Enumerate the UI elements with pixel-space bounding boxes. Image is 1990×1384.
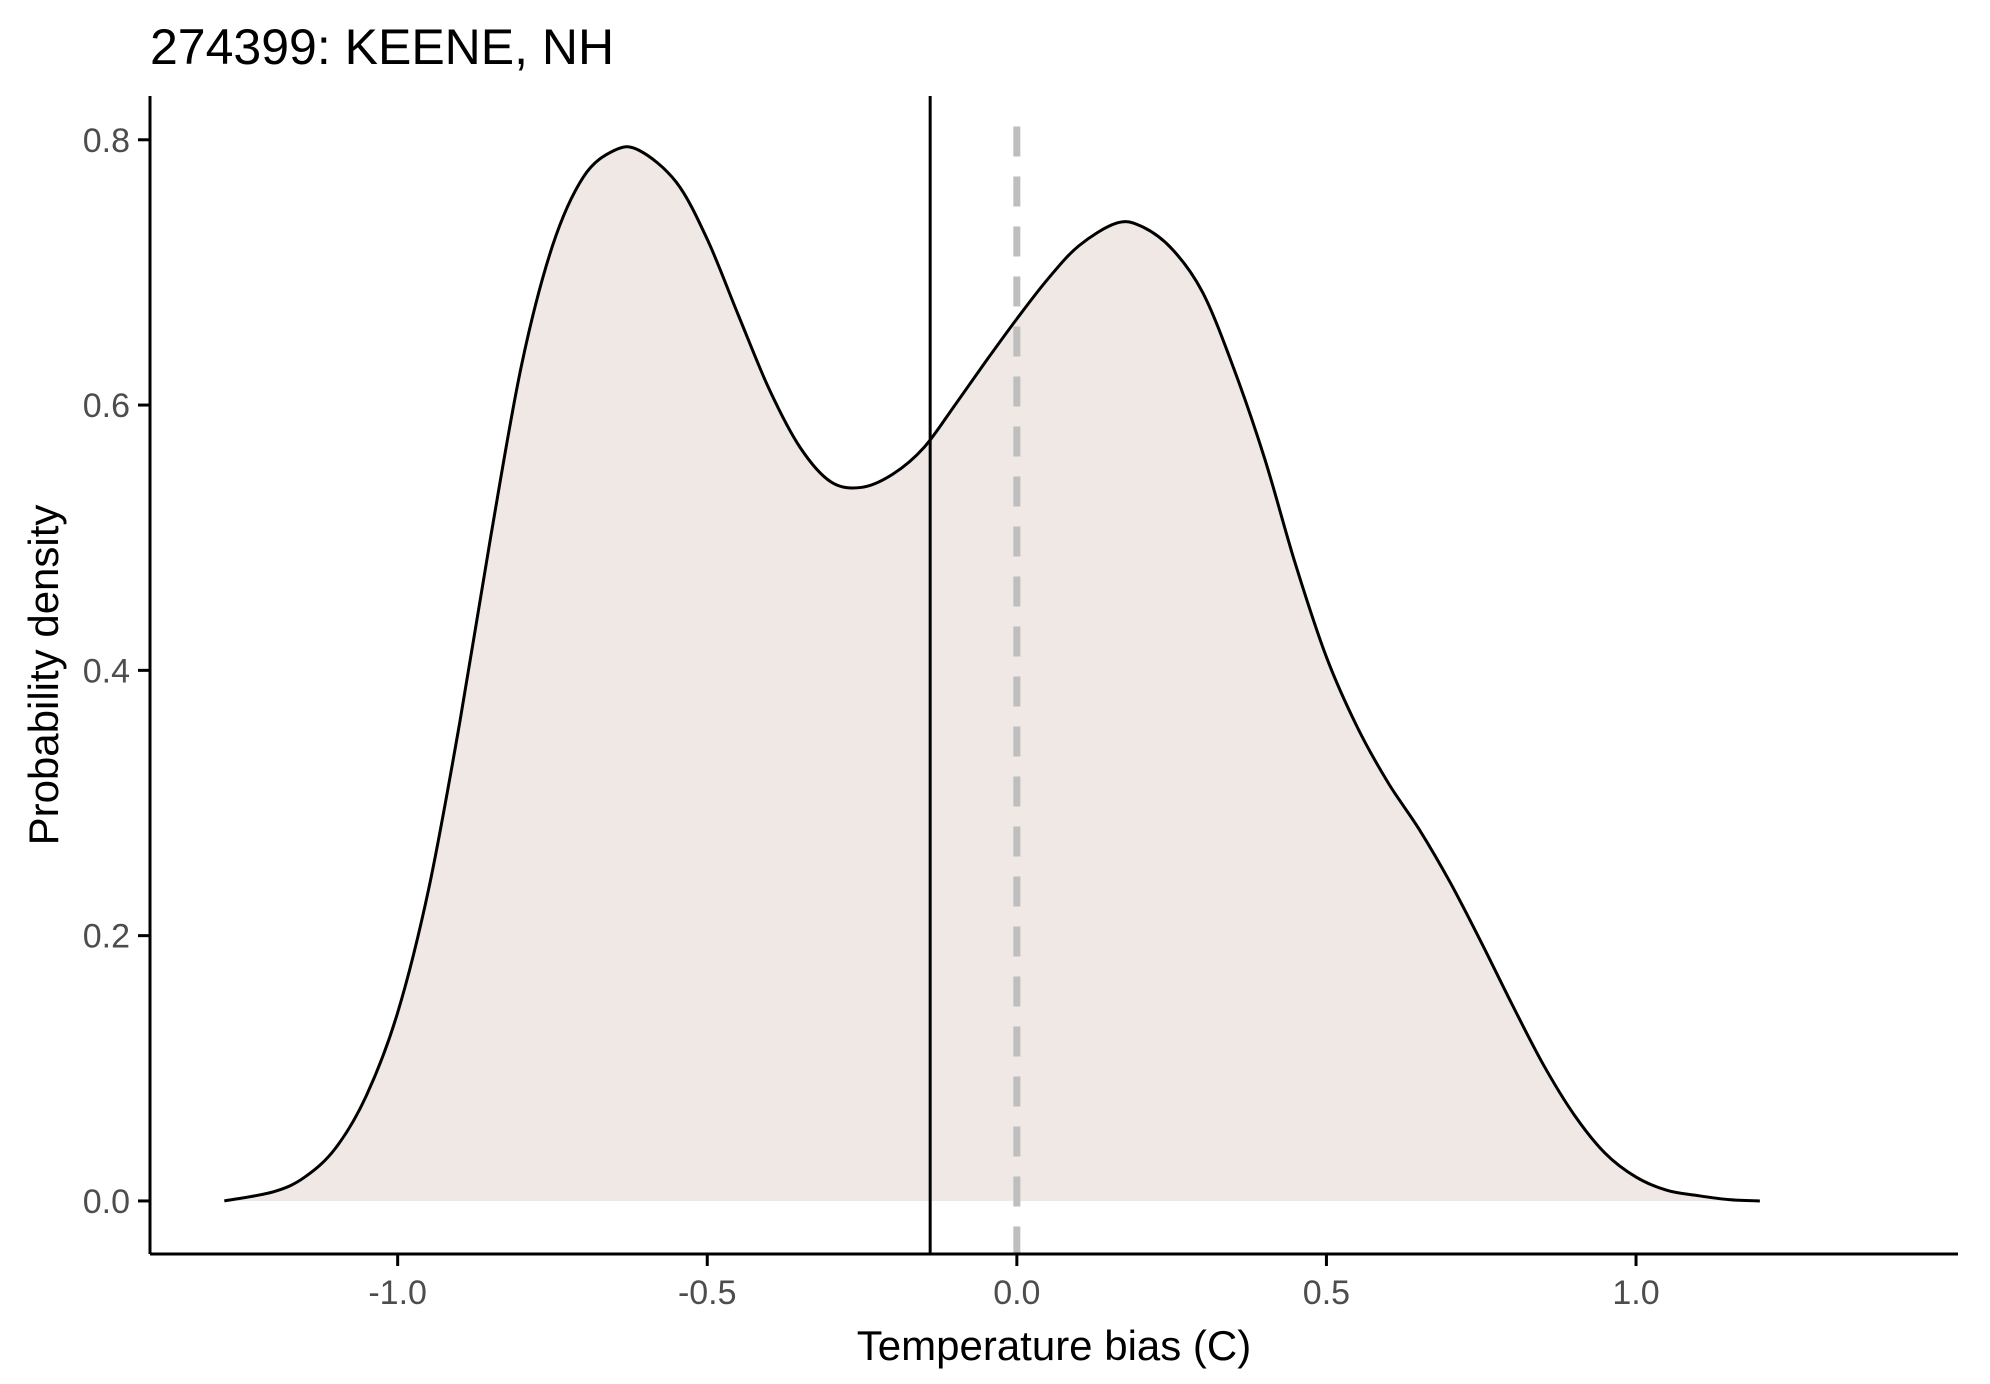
- x-axis-ticks: -1.0 -0.5 0.0 0.5 1.0: [368, 1254, 1660, 1312]
- x-tick-label: -0.5: [678, 1274, 737, 1312]
- y-axis-ticks: 0.0 0.2 0.4 0.6 0.8: [83, 122, 150, 1221]
- y-tick-label: 0.8: [83, 122, 130, 160]
- x-tick-label: 0.5: [1303, 1274, 1350, 1312]
- y-tick-label: 0.2: [83, 918, 130, 956]
- density-area-fill: [224, 146, 1760, 1201]
- y-tick-label: 0.0: [83, 1183, 130, 1221]
- y-tick-label: 0.4: [83, 652, 130, 690]
- x-tick-label: -1.0: [368, 1274, 427, 1312]
- chart-title: 274399: KEENE, NH: [150, 19, 614, 75]
- axes: [148, 96, 1958, 1256]
- x-tick-label: 1.0: [1612, 1274, 1659, 1312]
- plot-area: [224, 96, 1760, 1254]
- density-curve: [224, 145, 1760, 1203]
- y-axis-title: Probability density: [20, 505, 67, 846]
- x-axis-title: Temperature bias (C): [857, 1322, 1251, 1369]
- y-tick-label: 0.6: [83, 387, 130, 425]
- x-tick-label: 0.0: [993, 1274, 1040, 1312]
